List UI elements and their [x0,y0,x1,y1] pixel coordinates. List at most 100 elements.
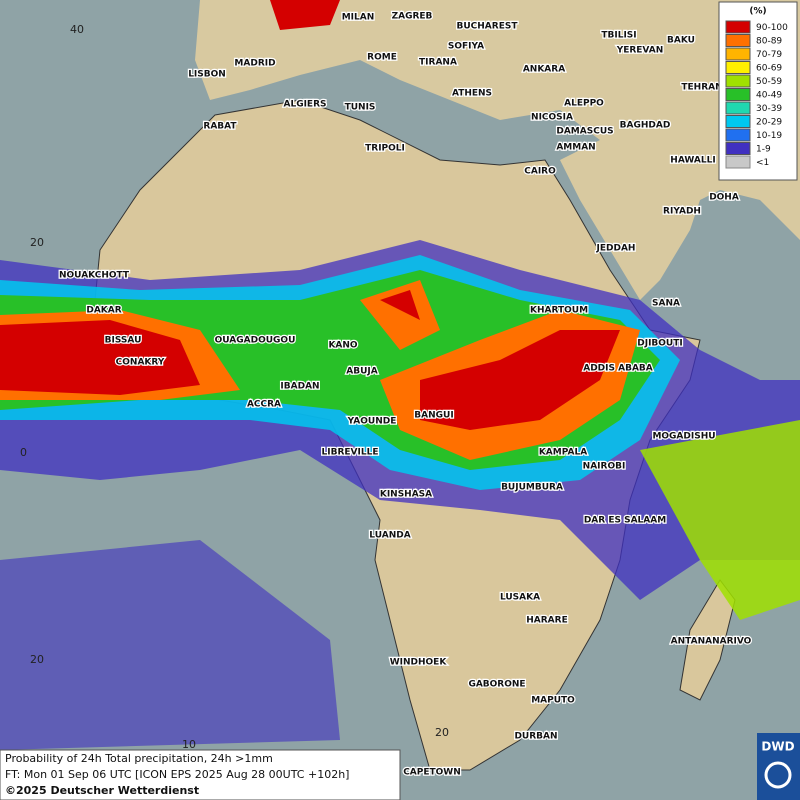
city-label: BAKU [667,36,695,46]
city-label: CONAKRY [116,358,165,368]
city-label: DAMASCUS [556,127,613,137]
city-label: NAIROBI [583,462,626,472]
city-label: TEHRAN [681,83,722,93]
legend-swatch [725,142,751,155]
city-label: DURBAN [514,732,557,742]
city-label: SANA [652,299,680,309]
legend-label: 1-9 [756,145,771,155]
city-label: ROME [367,53,397,63]
city-label: RIYADH [663,207,701,217]
city-label: ABUJA [346,367,377,377]
lon-label: 10 [182,738,196,751]
land-north [195,0,800,300]
legend-label: 90-100 [756,23,788,33]
legend-label: 60-69 [756,64,782,74]
lat-label: 40 [70,23,84,36]
city-label: SOFIYA [448,42,484,52]
city-label: MOGADISHU [652,432,715,442]
city-label: CAPETOWN [403,768,461,778]
city-label: RABAT [203,122,237,132]
city-label: IBADAN [280,382,319,392]
city-label: HAWALLI [670,156,715,166]
city-label: NOUAKCHOTT [59,271,130,281]
legend-swatch [725,47,751,61]
legend-swatch [725,74,751,88]
city-label: YEREVAN [616,46,664,56]
city-label: MILAN [342,13,375,23]
city-label: ALGIERS [284,100,327,110]
legend-label: <1 [756,158,769,168]
legend: (%) 90-100 80-89 70-79 60-69 50-59 40-49 30-39… [718,1,798,181]
city-label: BUJUMBURA [501,483,563,493]
city-label: BUCHAREST [457,22,519,32]
city-label: ACCRA [247,400,281,410]
city-label: KHARTOUM [530,306,588,316]
city-label: HARARE [526,616,567,626]
city-label: JEDDAH [596,244,636,254]
city-label: ADDIS ABABA [583,364,653,374]
city-label: DOHA [709,193,739,203]
city-label: GABORONE [468,680,525,690]
legend-label: 30-39 [756,104,782,114]
city-label: TRIPOLI [365,144,405,154]
lat-label: 20 [30,653,44,666]
city-label: LIBREVILLE [322,448,379,458]
city-label: ATHENS [452,89,492,99]
logo-box [757,733,800,800]
city-label: NICOSIA [531,113,573,123]
city-label: BAGHDAD [620,121,671,131]
city-label: TIRANA [419,58,457,68]
lat-label: 20 [30,236,44,249]
city-label: DAR ES SALAAM [584,516,666,526]
legend-label: 80-89 [756,37,782,47]
city-label: LUSAKA [500,593,540,603]
legend-swatch [725,34,751,47]
legend-label: 50-59 [756,77,782,87]
city-label: OUAGADOUGOU [215,336,296,346]
city-label: AMMAN [556,143,595,153]
precip-90-100 [0,290,620,430]
city-label: LISBON [188,70,226,80]
legend-swatch [725,115,751,128]
precip-indian-ocean [640,420,800,620]
city-label: YAOUNDE [347,417,397,427]
city-label: BANGUI [414,411,453,421]
legend-label: 20-29 [756,118,782,128]
legend-swatch [725,128,751,142]
city-label: KINSHASA [380,490,432,500]
precip-europe [270,0,340,30]
city-label: WINDHOEK [390,658,448,668]
lon-label: 20 [435,726,449,739]
city-label: KAMPALA [539,448,587,458]
footer-box [0,749,401,800]
legend-label: 10-19 [756,131,782,141]
legend-title: (%) [749,7,766,17]
lat-label: 0 [20,446,27,459]
city-label: DJIBOUTI [637,339,682,349]
footer-line: Probability of 24h Total precipitation, … [5,752,273,765]
city-label: ANTANANARIVO [671,637,752,647]
legend-swatch [725,101,751,115]
city-label: MADRID [234,59,275,69]
legend-swatch [725,20,751,34]
legend-label: 40-49 [756,91,782,101]
city-label: KANO [328,341,357,351]
legend-label: 70-79 [756,50,782,60]
city-label: CAIRO [524,167,556,177]
city-label: DAKAR [86,306,121,316]
logo: DWD [761,740,794,754]
precip-south-atlantic [0,540,340,750]
city-label: ALEPPO [564,99,604,109]
city-label: ANKARA [523,65,565,75]
footer-line: ©2025 Deutscher Wetterdienst [5,784,199,797]
legend-swatch [725,88,751,101]
city-label: TUNIS [345,103,376,113]
legend-swatch [725,155,751,169]
city-label: ZAGREB [392,12,433,22]
footer-line: FT: Mon 01 Sep 06 UTC [ICON EPS 2025 Aug… [5,768,349,781]
legend-swatch [725,61,751,74]
city-label: TBILISI [601,31,636,41]
logo-icon [764,761,792,789]
city-label: LUANDA [369,531,410,541]
